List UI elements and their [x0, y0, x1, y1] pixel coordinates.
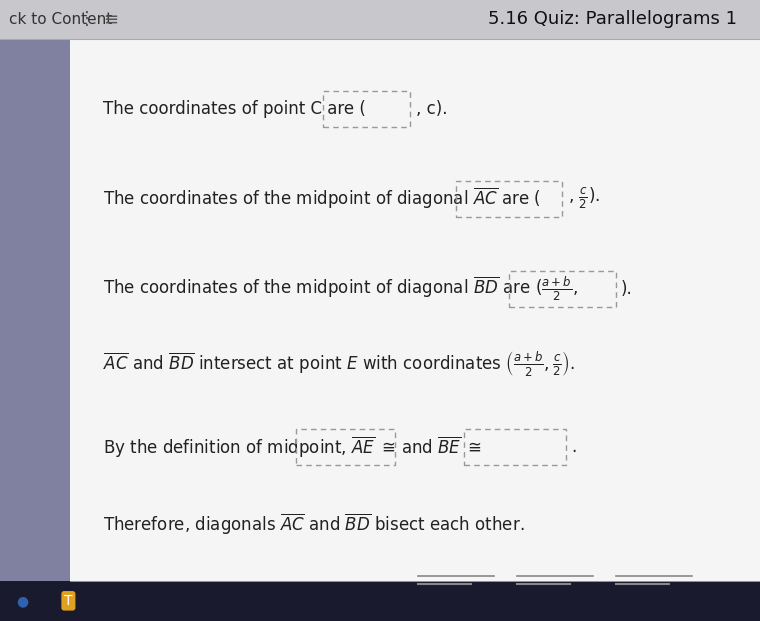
Text: $\overline{AC}$ and $\overline{BD}$ intersect at point $E$ with coordinates $\le: $\overline{AC}$ and $\overline{BD}$ inte… — [103, 349, 575, 378]
Text: ⋮: ⋮ — [78, 11, 97, 28]
Text: .: . — [571, 438, 576, 456]
Text: ●: ● — [17, 594, 29, 608]
Text: Therefore, diagonals $\overline{AC}$ and $\overline{BD}$ bisect each other.: Therefore, diagonals $\overline{AC}$ and… — [103, 512, 524, 537]
Bar — [464, 429, 566, 465]
Bar — [70, 39, 760, 581]
Bar — [323, 91, 410, 127]
Bar — [509, 271, 616, 307]
Text: 5.16 Quiz: Parallelograms 1: 5.16 Quiz: Parallelograms 1 — [488, 11, 737, 28]
Text: , $\frac{c}{2}$).: , $\frac{c}{2}$). — [568, 186, 600, 211]
Text: By the definition of midpoint, $\overline{AE}$ $\cong$: By the definition of midpoint, $\overlin… — [103, 435, 395, 460]
Bar — [456, 181, 562, 217]
Text: The coordinates of the midpoint of diagonal $\overline{BD}$ are ($\frac{a+b}{2}$: The coordinates of the midpoint of diago… — [103, 274, 579, 303]
Text: and $\overline{BE}$ $\cong$: and $\overline{BE}$ $\cong$ — [401, 437, 483, 458]
Text: T: T — [64, 594, 73, 608]
Bar — [296, 429, 395, 465]
Text: ).: ). — [620, 280, 632, 297]
Text: ≡: ≡ — [103, 11, 118, 28]
Bar — [0, 581, 760, 621]
Text: The coordinates of point C are (: The coordinates of point C are ( — [103, 100, 366, 117]
Text: , c).: , c). — [416, 100, 448, 117]
Bar — [0, 0, 760, 39]
Text: ck to Content: ck to Content — [9, 12, 112, 27]
Text: The coordinates of the midpoint of diagonal $\overline{AC}$ are (: The coordinates of the midpoint of diago… — [103, 186, 540, 211]
Bar — [0, 39, 70, 581]
